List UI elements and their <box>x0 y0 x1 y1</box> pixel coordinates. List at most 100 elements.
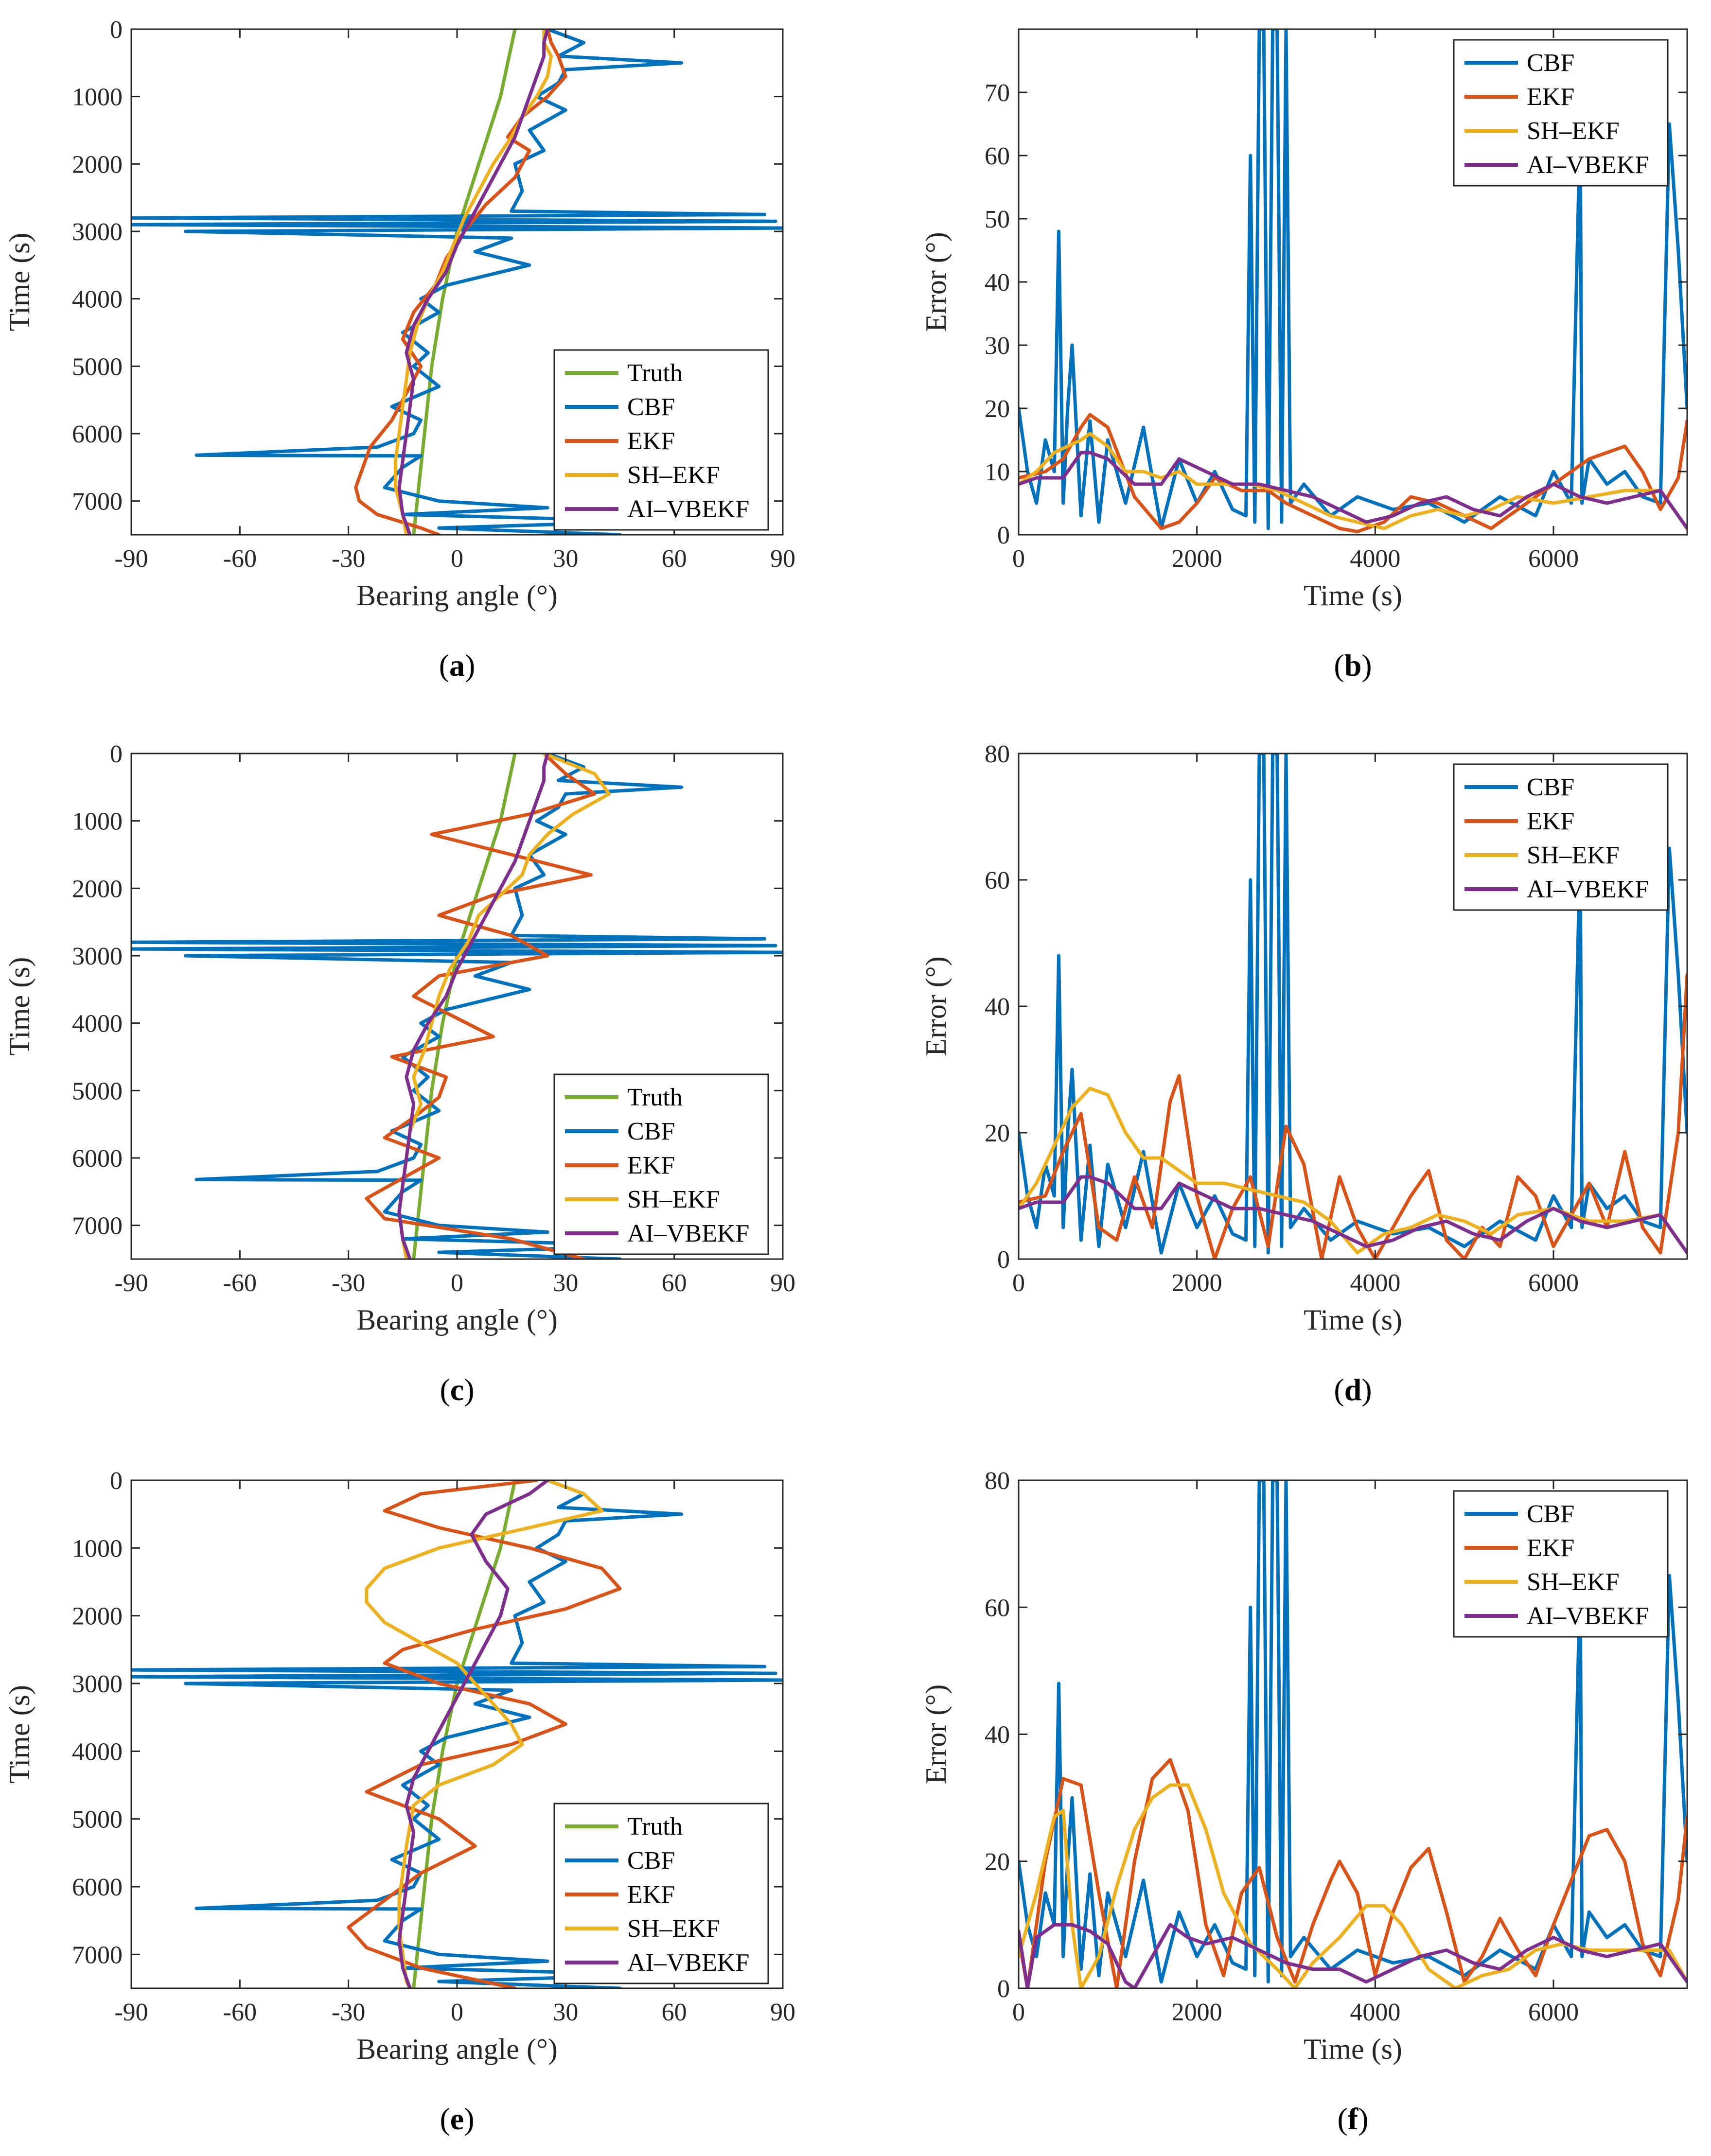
y-tick-label: 0 <box>997 1975 1010 2003</box>
series-line-ai-vbekf <box>397 754 549 1259</box>
x-tick-label: -30 <box>332 1998 365 2026</box>
x-tick-label: 0 <box>451 1269 463 1297</box>
x-tick-label: 60 <box>662 1269 687 1297</box>
y-tick-label: 60 <box>985 1594 1010 1622</box>
series-line-sh-ekf <box>393 29 553 535</box>
panel-label-letter: f <box>1348 2102 1358 2136</box>
y-tick-label: 60 <box>985 867 1010 894</box>
y-axis-label: Time (s) <box>3 957 35 1056</box>
x-axis-label: Bearing angle (°) <box>356 579 558 612</box>
legend-label-ekf: EKF <box>1527 807 1574 835</box>
legend-label-ai-vbekf: AI–VBEKF <box>627 495 749 523</box>
y-tick-label: 2000 <box>72 1603 123 1630</box>
legend: Truth CBF EKF SH–EKF AI–VBEKF <box>553 349 769 531</box>
y-tick-label: 20 <box>985 1120 1010 1147</box>
x-tick-label: -60 <box>223 545 257 573</box>
legend-label-cbf: CBF <box>1527 49 1574 77</box>
panel-label-letter: e <box>450 2102 464 2136</box>
plot-area <box>1019 1480 1687 1988</box>
y-tick-label: 6000 <box>72 421 123 448</box>
panel-d: 0 2000 4000 6000 0 20 40 60 80 Time (s) Error (°) C… <box>920 740 1688 1407</box>
x-tick-label: 2000 <box>1172 545 1222 573</box>
legend-label-ekf: EKF <box>627 427 675 455</box>
legend-label-sh-ekf: SH–EKF <box>1527 117 1620 145</box>
y-tick-label: 7000 <box>72 1212 123 1240</box>
x-tick-label: -60 <box>223 1269 257 1297</box>
plot-area <box>131 29 783 535</box>
panel-b: 0 2000 4000 6000 0 10 20 30 40 50 60 70 Time (s) Erro… <box>920 28 1688 683</box>
x-tick-label: 4000 <box>1350 1998 1400 2026</box>
legend: Truth CBF EKF SH–EKF AI–VBEKF <box>553 1073 769 1255</box>
series-line-sh-ekf <box>1019 1087 1687 1255</box>
series-line-ai-vbekf <box>397 29 549 535</box>
y-axis-label: Time (s) <box>3 1685 35 1784</box>
x-axis-label: Time (s) <box>1304 579 1402 612</box>
series-line-ekf <box>365 754 597 1259</box>
panel-c: -90 -60 -30 0 30 60 90 0 1000 2000 3000 4000 5000 600… <box>3 740 795 1407</box>
x-axis-label: Bearing angle (°) <box>356 2033 558 2065</box>
y-tick-label: 20 <box>985 1848 1010 1876</box>
legend-label-cbf: CBF <box>1527 773 1574 801</box>
x-tick-label: 30 <box>553 1998 578 2026</box>
panel-f: 0 2000 4000 6000 0 20 40 60 80 Time (s) Error (°) C… <box>920 1467 1688 2136</box>
legend-label-sh-ekf: SH–EKF <box>1527 841 1620 869</box>
y-tick-label: 0 <box>997 522 1010 549</box>
legend-label-sh-ekf: SH–EKF <box>1527 1568 1620 1596</box>
y-tick-label: 20 <box>985 395 1010 423</box>
x-tick-label: 4000 <box>1350 545 1400 573</box>
x-axis-label: Time (s) <box>1304 2033 1402 2065</box>
x-tick-label: 60 <box>662 1998 687 2026</box>
y-tick-label: 30 <box>985 332 1010 360</box>
legend: CBF EKF SH–EKF AI–VBEKF <box>1453 39 1669 187</box>
legend-label-ai-vbekf: AI–VBEKF <box>1527 1602 1649 1630</box>
y-tick-label: 4000 <box>72 1738 123 1766</box>
y-tick-label: 3000 <box>72 1670 123 1698</box>
plot-area <box>1019 754 1687 1259</box>
x-tick-label: 6000 <box>1528 1269 1579 1297</box>
y-tick-label: 40 <box>985 269 1010 297</box>
series-line-ekf <box>1019 413 1687 533</box>
panel-label: (b) <box>1334 648 1372 683</box>
y-tick-label: 0 <box>110 16 123 44</box>
x-tick-label: 30 <box>553 1269 578 1297</box>
legend-label-cbf: CBF <box>627 1847 675 1875</box>
x-axis-label: Time (s) <box>1304 1304 1402 1336</box>
legend-label-cbf: CBF <box>627 393 675 421</box>
x-tick-label: -90 <box>114 1998 148 2026</box>
x-tick-label: 30 <box>553 545 578 573</box>
y-tick-label: 1000 <box>72 84 123 111</box>
series-line-ai-vbekf <box>1019 1175 1687 1255</box>
series-line-ai-vbekf <box>1019 451 1687 530</box>
legend-label-ai-vbekf: AI–VBEKF <box>1527 876 1649 903</box>
panel-label: (d) <box>1334 1372 1372 1407</box>
legend-label-cbf: CBF <box>1527 1500 1574 1528</box>
legend-label-ai-vbekf: AI–VBEKF <box>1527 151 1649 179</box>
y-tick-label: 4000 <box>72 286 123 314</box>
legend-label-ekf: EKF <box>1527 83 1574 111</box>
legend: CBF EKF SH–EKF AI–VBEKF <box>1453 763 1669 911</box>
panel-label-letter: d <box>1344 1372 1362 1407</box>
plot-area <box>131 1480 783 1988</box>
legend: CBF EKF SH–EKF AI–VBEKF <box>1453 1490 1669 1638</box>
y-tick-label: 1000 <box>72 808 123 836</box>
legend-label-sh-ekf: SH–EKF <box>627 1186 720 1213</box>
y-tick-label: 6000 <box>72 1874 123 1901</box>
series-line-ekf <box>1019 973 1687 1259</box>
panel-a: -90 -60 -30 0 30 60 90 0 1000 2000 3000 4000 5000 600… <box>3 16 795 683</box>
series-line-sh-ekf <box>365 1480 604 1988</box>
x-axis-label: Bearing angle (°) <box>356 1304 558 1336</box>
x-tick-label: -60 <box>223 1998 257 2026</box>
legend-label-ekf: EKF <box>627 1152 675 1179</box>
y-tick-label: 3000 <box>72 943 123 970</box>
y-tick-label: 2000 <box>72 151 123 178</box>
y-tick-label: 2000 <box>72 875 123 903</box>
panel-label-letter: c <box>450 1372 464 1407</box>
y-tick-label: 0 <box>110 740 123 768</box>
series-line-sh-ekf <box>1019 1783 1687 1988</box>
series-line-ekf <box>1019 1758 1687 1988</box>
y-tick-label: 80 <box>985 740 1010 768</box>
series-line-cbf <box>1019 1480 1687 1984</box>
y-tick-label: 4000 <box>72 1010 123 1038</box>
legend-label-truth: Truth <box>627 1084 683 1111</box>
